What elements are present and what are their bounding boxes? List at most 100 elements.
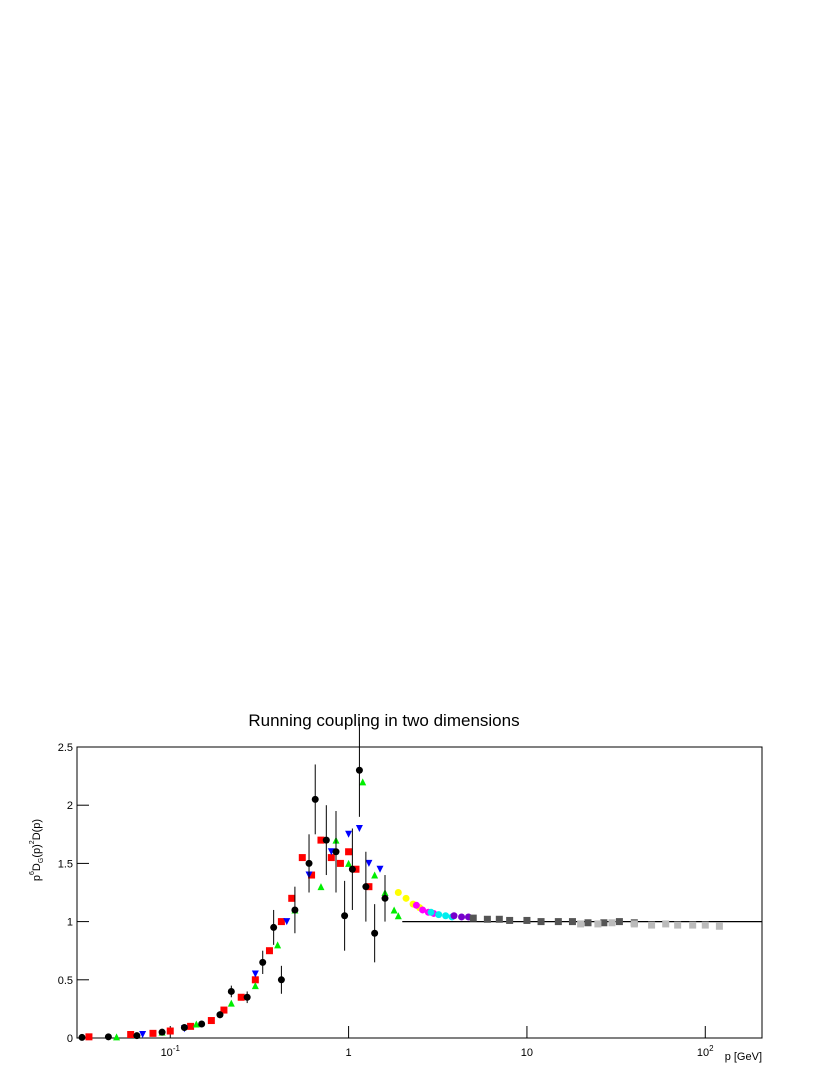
point xyxy=(192,1020,200,1028)
point xyxy=(352,865,360,873)
point xyxy=(139,1031,147,1039)
y-axis-label-part: D xyxy=(31,863,43,871)
point xyxy=(348,865,356,873)
point xyxy=(283,918,291,926)
x-tick-base: 10 xyxy=(161,1047,173,1059)
point xyxy=(251,982,259,990)
point xyxy=(630,920,638,928)
point xyxy=(277,918,285,926)
point xyxy=(207,1017,215,1025)
point xyxy=(237,993,245,1001)
point xyxy=(133,1032,141,1040)
x-axis-label: p [GeV] xyxy=(725,1051,762,1063)
point xyxy=(537,918,545,926)
y-tick-label: 0.5 xyxy=(58,975,73,987)
point xyxy=(78,1033,86,1041)
point xyxy=(608,919,616,927)
y-axis-label-part: 2 xyxy=(29,840,36,844)
point xyxy=(270,923,278,931)
point xyxy=(311,795,319,803)
point xyxy=(402,894,410,902)
point xyxy=(450,912,458,920)
point xyxy=(345,848,353,856)
point xyxy=(220,1006,228,1014)
point xyxy=(394,912,402,920)
y-axis-label-part: G xyxy=(38,858,45,863)
point xyxy=(615,918,623,926)
point xyxy=(251,976,259,984)
x-tick-label: 1 xyxy=(346,1047,352,1059)
point xyxy=(317,836,325,844)
point xyxy=(305,859,313,867)
point xyxy=(187,1022,195,1030)
point xyxy=(427,908,435,916)
point xyxy=(288,894,296,902)
point xyxy=(198,1020,206,1028)
point xyxy=(674,921,682,929)
point xyxy=(495,915,503,923)
point xyxy=(715,922,723,930)
point xyxy=(689,921,697,929)
point xyxy=(113,1033,121,1041)
point xyxy=(251,970,259,978)
point xyxy=(291,906,299,914)
x-tick-label: 10-1 xyxy=(161,1044,181,1059)
point xyxy=(506,916,514,924)
y-tick-label: 0 xyxy=(67,1033,73,1045)
point xyxy=(435,911,443,919)
point xyxy=(322,836,330,844)
point xyxy=(259,958,267,966)
point xyxy=(662,920,670,928)
point xyxy=(332,848,340,856)
point xyxy=(523,916,531,924)
point xyxy=(227,999,235,1007)
y-tick-label: 2 xyxy=(67,800,73,812)
y-axis-label-part: p xyxy=(31,875,43,881)
y-axis-label: p6DG(p)2D(p) xyxy=(29,819,45,881)
point xyxy=(274,941,282,949)
point xyxy=(442,912,450,920)
x-tick-exponent: 2 xyxy=(709,1044,714,1053)
point xyxy=(308,871,316,879)
point xyxy=(104,1033,112,1041)
y-tick-label: 2.5 xyxy=(58,742,73,754)
point xyxy=(216,1011,224,1019)
point xyxy=(390,906,398,914)
point xyxy=(701,921,709,929)
point xyxy=(371,929,379,937)
y-axis-label-part: D(p) xyxy=(31,819,43,840)
chart-title: Running coupling in two dimensions xyxy=(248,711,519,730)
point xyxy=(298,854,306,862)
point xyxy=(317,883,325,891)
x-tick-base: 10 xyxy=(697,1047,709,1059)
point xyxy=(341,912,349,920)
point xyxy=(180,1024,188,1032)
x-tick-exponent: -1 xyxy=(173,1044,181,1053)
point xyxy=(394,889,402,896)
y-axis-label-part: 6 xyxy=(29,871,36,875)
point xyxy=(265,947,273,955)
point xyxy=(648,921,656,929)
point xyxy=(345,859,353,867)
point xyxy=(568,918,576,926)
point xyxy=(412,901,420,909)
point xyxy=(554,918,562,926)
y-tick-label: 1 xyxy=(67,917,73,929)
point xyxy=(584,919,592,927)
y-tick-label: 1.5 xyxy=(58,858,73,870)
point xyxy=(577,920,585,928)
point xyxy=(483,915,491,923)
x-tick-label: 102 xyxy=(697,1044,714,1059)
point xyxy=(345,830,353,838)
point xyxy=(355,824,363,832)
point xyxy=(600,919,608,927)
y-axis-label-part: (p) xyxy=(31,844,43,857)
point xyxy=(166,1027,174,1035)
point xyxy=(85,1033,93,1041)
plot-frame xyxy=(76,746,763,1039)
point xyxy=(336,859,344,867)
point xyxy=(127,1031,135,1039)
x-tick-label: 10 xyxy=(521,1047,533,1059)
